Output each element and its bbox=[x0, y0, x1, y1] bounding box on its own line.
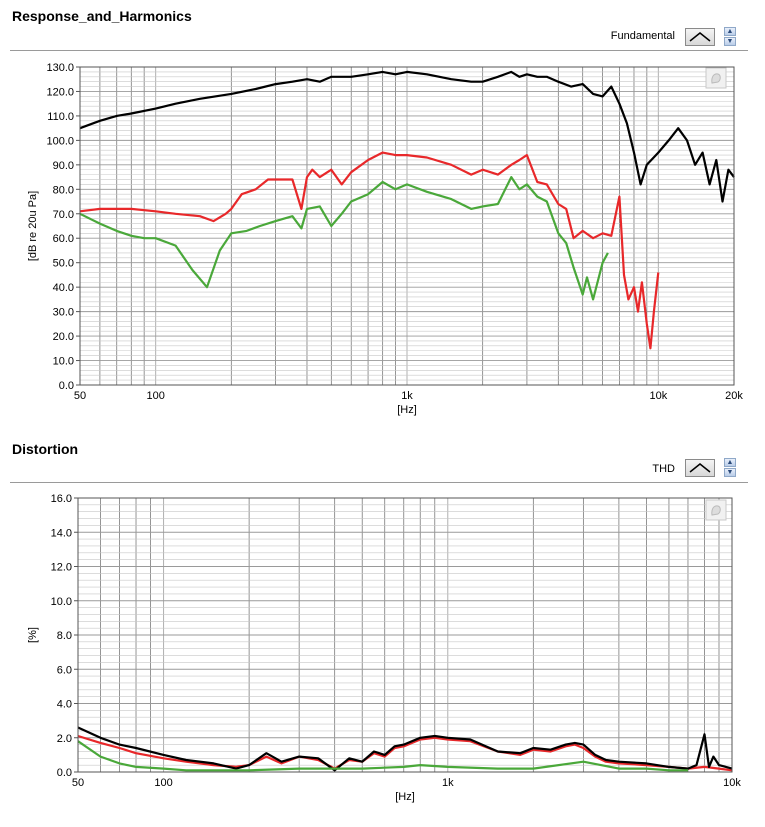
y-tick-label: 120.0 bbox=[46, 86, 74, 98]
y-tick-label: 30.0 bbox=[53, 307, 74, 319]
chart1-title: Response_and_Harmonics bbox=[12, 8, 192, 24]
y-tick-label: 130.0 bbox=[46, 62, 74, 74]
chart1-separator bbox=[10, 50, 748, 51]
chart2-spin-down-icon[interactable]: ▼ bbox=[724, 468, 736, 477]
x-tick-label: 10k bbox=[649, 390, 667, 402]
chart1-spin-up-icon[interactable]: ▲ bbox=[724, 27, 736, 36]
chart1-tick-labels: 0.0 10.0 20.0 30.0 40.0 50.0 60.0 70.0 80.0 90.0 1… bbox=[46, 62, 743, 402]
y-tick-label: 110.0 bbox=[47, 111, 74, 123]
chart2-title: Distortion bbox=[12, 441, 79, 457]
chart1-plot-style-button[interactable] bbox=[685, 28, 715, 46]
y-tick-label: 0.0 bbox=[57, 767, 72, 779]
x-tick-label: 100 bbox=[154, 777, 172, 789]
chart1-spin-down-icon[interactable]: ▼ bbox=[724, 37, 736, 46]
x-tick-label: 1k bbox=[401, 390, 413, 402]
x-tick-label: 100 bbox=[146, 390, 164, 402]
chart1-legend-label: Fundamental bbox=[610, 30, 675, 42]
y-tick-label: 10.0 bbox=[51, 596, 72, 608]
y-tick-label: 4.0 bbox=[57, 699, 72, 711]
series-line-3 bbox=[79, 176, 609, 301]
y-tick-label: 20.0 bbox=[53, 331, 74, 343]
x-tick-label: 10k bbox=[723, 777, 741, 789]
y-tick-label: 2.0 bbox=[57, 733, 72, 745]
chart2-series-group bbox=[77, 726, 733, 772]
y-tick-label: 8.0 bbox=[57, 630, 72, 642]
line-shape-icon bbox=[689, 32, 711, 42]
y-tick-label: 40.0 bbox=[53, 282, 74, 294]
chart2-spin-up-icon[interactable]: ▲ bbox=[724, 458, 736, 467]
chart2-tick-labels: 0.0 2.0 4.0 6.0 8.0 10.0 12.0 14.0 16.0 50 100 1k 10… bbox=[51, 493, 742, 789]
chart2-plot-style-button[interactable] bbox=[685, 459, 715, 477]
y-tick-label: 14.0 bbox=[51, 527, 72, 539]
chart2-grid bbox=[77, 497, 733, 773]
chart2-x-axis-label: [Hz] bbox=[395, 791, 415, 803]
y-tick-label: 50.0 bbox=[53, 258, 74, 270]
y-tick-label: 10.0 bbox=[53, 356, 74, 368]
graph-palette-icon bbox=[705, 499, 727, 521]
chart1-plot: 0.0 10.0 20.0 30.0 40.0 50.0 60.0 70.0 80.0 90.0 1… bbox=[27, 62, 743, 416]
chart1-y-axis-label: [dB re 20u Pa] bbox=[27, 191, 39, 261]
y-tick-label: 60.0 bbox=[53, 233, 74, 245]
chart2-frame bbox=[77, 497, 733, 773]
series-line-2 bbox=[79, 151, 660, 350]
y-tick-label: 90.0 bbox=[53, 160, 74, 172]
series-line-2 bbox=[77, 726, 733, 772]
chart2-legend-label: THD bbox=[652, 463, 675, 475]
y-tick-label: 12.0 bbox=[51, 562, 72, 574]
graph-palette-icon bbox=[705, 67, 727, 89]
y-tick-label: 70.0 bbox=[53, 209, 74, 221]
x-tick-label: 1k bbox=[442, 777, 454, 789]
y-tick-label: 16.0 bbox=[51, 493, 72, 505]
line-shape-icon bbox=[689, 463, 711, 473]
y-tick-label: 0.0 bbox=[59, 380, 74, 392]
chart1-x-axis-label: [Hz] bbox=[397, 404, 417, 416]
series-line-3 bbox=[77, 740, 688, 772]
chart2-separator bbox=[10, 482, 748, 483]
chart2-y-axis-label: [%] bbox=[27, 627, 39, 643]
y-tick-label: 80.0 bbox=[53, 184, 74, 196]
chart1-series-group bbox=[79, 70, 735, 350]
x-tick-label: 20k bbox=[725, 390, 743, 402]
y-tick-label: 6.0 bbox=[57, 664, 72, 676]
x-tick-label: 50 bbox=[72, 777, 84, 789]
chart1-frame bbox=[79, 66, 735, 386]
y-tick-label: 100.0 bbox=[46, 135, 74, 147]
x-tick-label: 50 bbox=[74, 390, 86, 402]
series-line-1 bbox=[79, 70, 735, 203]
